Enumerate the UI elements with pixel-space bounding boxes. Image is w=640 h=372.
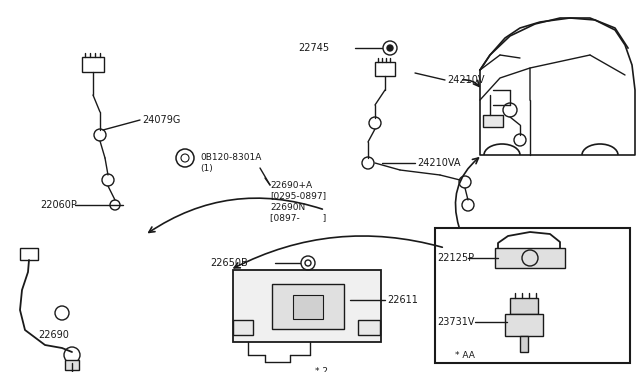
Bar: [20, 248, 38, 260]
Bar: [520, 336, 528, 352]
Text: 22690: 22690: [38, 330, 69, 340]
Text: [0897-        ]: [0897- ]: [270, 214, 326, 222]
Text: 22060P: 22060P: [40, 200, 77, 210]
Bar: [435, 228, 630, 363]
Text: (1): (1): [200, 164, 212, 173]
Bar: [293, 295, 323, 319]
Bar: [65, 360, 79, 370]
Text: 24079G: 24079G: [142, 115, 180, 125]
Bar: [483, 115, 503, 127]
Text: 23731V: 23731V: [437, 317, 474, 327]
Text: 22745: 22745: [298, 43, 329, 53]
Text: 24210VA: 24210VA: [417, 158, 461, 168]
Bar: [233, 270, 381, 342]
Bar: [375, 62, 395, 76]
Text: 22690N: 22690N: [270, 202, 305, 212]
Text: 22650B: 22650B: [210, 258, 248, 268]
Bar: [495, 248, 565, 268]
Text: * 2: * 2: [315, 368, 328, 372]
Text: 24210V: 24210V: [447, 75, 484, 85]
Bar: [82, 57, 104, 72]
Circle shape: [387, 45, 393, 51]
Bar: [510, 298, 538, 314]
Text: 0B120-8301A: 0B120-8301A: [200, 154, 261, 163]
Text: * AA: * AA: [455, 350, 475, 359]
Text: 22125P: 22125P: [437, 253, 474, 263]
Text: 22611: 22611: [387, 295, 418, 305]
Text: 22690+A: 22690+A: [270, 180, 312, 189]
Bar: [272, 284, 344, 329]
Bar: [505, 314, 543, 336]
Text: [0295-0897]: [0295-0897]: [270, 192, 326, 201]
Bar: [358, 320, 380, 335]
Bar: [233, 320, 253, 335]
